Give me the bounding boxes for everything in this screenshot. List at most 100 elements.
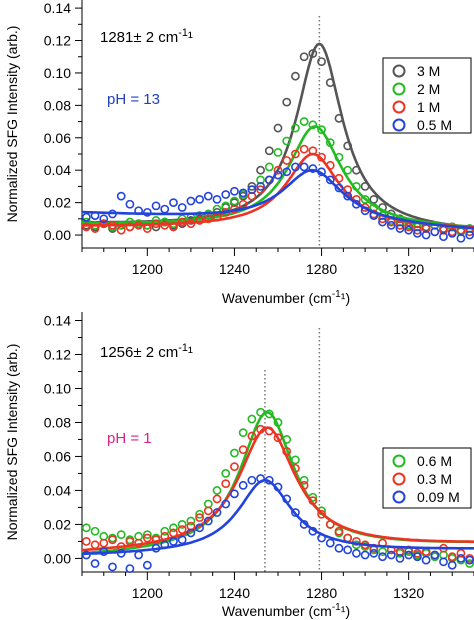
- data-point: [465, 230, 474, 240]
- ph-annotation: pH = 13: [107, 91, 160, 108]
- data-point: [386, 220, 396, 230]
- legend-marker: [392, 82, 406, 96]
- y-tick-label: 0.08: [44, 97, 71, 113]
- ph-annotation: pH = 1: [107, 430, 152, 447]
- data-point: [195, 194, 204, 204]
- data-point: [282, 136, 292, 146]
- data-point: [247, 475, 257, 485]
- legend: 0.6 M 0.3 M 0.09 M: [382, 447, 472, 509]
- data-point: [221, 479, 231, 489]
- data-point: [412, 229, 422, 238]
- data-point: [142, 533, 152, 543]
- y-axis-label: Normalized SFG Intensity (arb.): [4, 344, 20, 541]
- data-point: [142, 207, 152, 217]
- data-point: [160, 526, 170, 536]
- data-point: [291, 162, 300, 172]
- data-point: [299, 162, 309, 172]
- data-point: [430, 550, 440, 560]
- data-point: [90, 526, 100, 536]
- data-point: [325, 538, 335, 548]
- data-point: [221, 499, 231, 509]
- data-point: [230, 462, 239, 472]
- data-point: [230, 448, 239, 458]
- data-point: [212, 508, 222, 517]
- legend-label: 0.09 M: [417, 489, 460, 505]
- data-point: [169, 198, 178, 208]
- legend-label: 0.6 M: [417, 453, 452, 469]
- data-point: [334, 543, 344, 553]
- data-point: [447, 560, 457, 570]
- data-point: [378, 547, 387, 557]
- data-point: [282, 167, 292, 177]
- legend-label: 3 M: [417, 63, 440, 79]
- data-point: [116, 530, 126, 540]
- x-axis-label: Wavenumber (cm-1¹): [222, 289, 350, 306]
- data-point: [247, 431, 257, 441]
- data-point: [299, 117, 309, 126]
- x-tick-label: 1280: [306, 261, 337, 277]
- data-point: [412, 552, 422, 562]
- y-tick-label: 0.00: [44, 227, 71, 243]
- y-tick-label: 0.10: [44, 65, 71, 81]
- data-point: [238, 480, 248, 490]
- x-tick-label: 1280: [306, 585, 337, 601]
- y-tick-label: 0.04: [44, 482, 71, 498]
- legend-marker: [392, 472, 406, 486]
- data-point: [221, 190, 231, 199]
- data-point: [134, 550, 144, 560]
- data-point: [299, 144, 309, 154]
- data-point: [125, 222, 135, 232]
- data-point: [238, 188, 248, 198]
- data-point: [186, 528, 196, 538]
- data-point: [465, 559, 474, 568]
- data-point: [369, 548, 379, 558]
- legend-box: [382, 447, 472, 509]
- legend-marker: [392, 454, 406, 468]
- y-tick-label: 0.06: [44, 448, 71, 464]
- data-point: [125, 564, 135, 574]
- data-point: [447, 552, 457, 562]
- data-point: [212, 494, 222, 504]
- data-point: [421, 230, 431, 240]
- y-tick-label: 0.10: [44, 380, 71, 396]
- y-tick-label: 0.14: [44, 0, 71, 16]
- data-point: [456, 233, 466, 243]
- y-tick-label: 0.06: [44, 130, 71, 146]
- data-point: [351, 548, 361, 558]
- data-point: [108, 535, 117, 545]
- fit-line: [82, 125, 474, 229]
- data-point: [412, 548, 422, 558]
- data-point: [291, 71, 300, 81]
- chart-panel-1: 0.00 0.02 0.04 0.06 0.08 0.10 0.12 0.14 1200 1240…: [4, 0, 474, 306]
- data-point: [230, 186, 239, 196]
- data-point: [256, 185, 265, 195]
- data-point: [81, 523, 91, 533]
- data-point: [195, 513, 204, 523]
- series-0p5M: [81, 162, 474, 243]
- data-point: [186, 196, 196, 206]
- y-tick-label: 0.08: [44, 414, 71, 430]
- data-point: [404, 225, 414, 235]
- data-point: [90, 559, 100, 568]
- data-point: [439, 232, 448, 242]
- data-point: [169, 537, 178, 546]
- data-point: [99, 214, 109, 224]
- legend-label: 1 M: [417, 99, 440, 115]
- data-point: [247, 185, 257, 195]
- legend-marker: [392, 118, 406, 132]
- data-point: [404, 222, 414, 232]
- data-point: [125, 199, 135, 209]
- y-axis-label: Normalized SFG Intensity (arb.): [4, 26, 20, 223]
- x-tick-label: 1240: [219, 585, 250, 601]
- data-point: [203, 191, 213, 201]
- data-point: [177, 203, 187, 212]
- x-axis-label: Wavenumber (cm-1¹): [222, 602, 350, 619]
- data-point: [430, 227, 440, 237]
- data-point: [212, 194, 222, 204]
- data-point: [360, 194, 370, 204]
- data-point: [256, 165, 265, 175]
- data-point: [90, 540, 100, 550]
- data-point: [238, 428, 248, 438]
- x-tick-label: 1240: [219, 261, 250, 277]
- data-point: [256, 182, 265, 191]
